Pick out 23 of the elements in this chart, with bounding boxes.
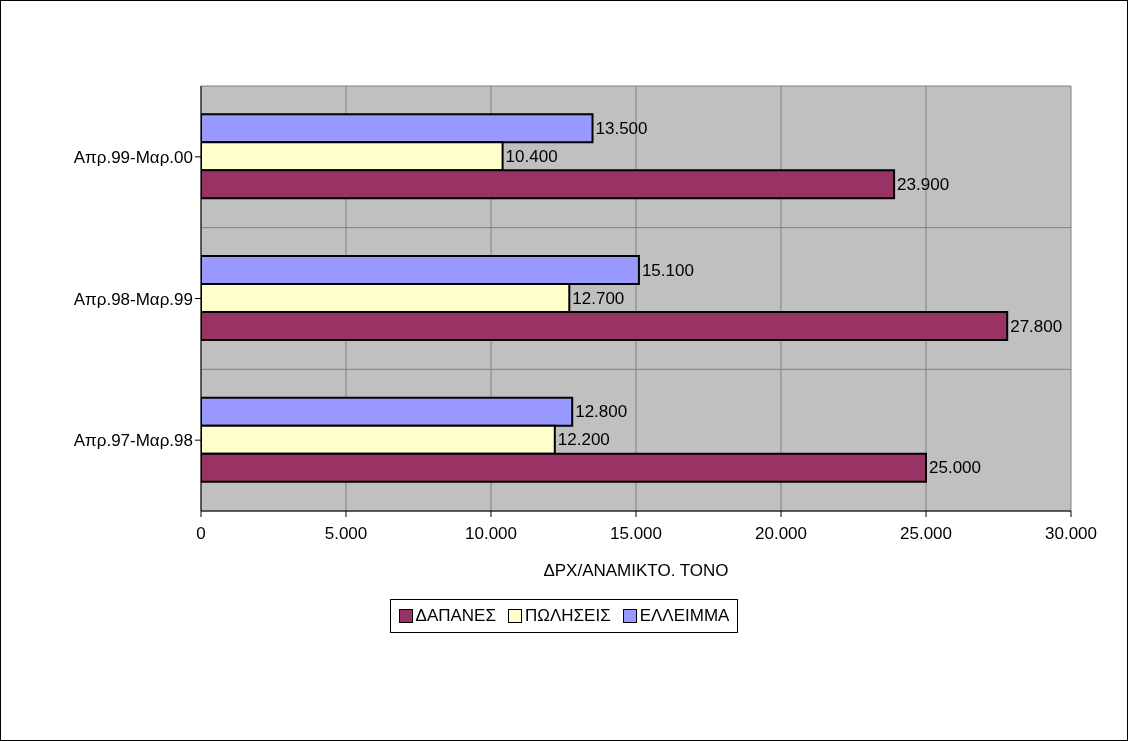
data-label: 23.900 (897, 174, 950, 194)
x-tick-label: 0 (196, 524, 206, 544)
data-label: 27.800 (1010, 316, 1063, 336)
y-tick-label: Απρ.99-Μαρ.00 (73, 147, 193, 167)
x-tick-label: 15.000 (610, 524, 662, 544)
data-label: 25.000 (929, 458, 981, 478)
data-label: 12.700 (572, 288, 625, 308)
x-axis-title: ΔΡΧ/ΑΝΑΜΙΚΤΟ. ΤΟΝΟ (543, 561, 729, 580)
y-tick-label: Απρ.98-Μαρ.99 (73, 289, 193, 309)
data-label: 15.100 (641, 260, 694, 280)
data-label: 12.800 (575, 402, 628, 422)
data-label: 10.400 (505, 146, 558, 166)
x-tick-label: 25.000 (900, 524, 952, 544)
data-label: 13.500 (595, 118, 648, 138)
x-tick-label: 5.000 (324, 524, 368, 544)
y-tick-label: Απρ.97-Μαρ.98 (73, 431, 193, 451)
legend-label: ΕΛΛΕΙΜΜΑ (638, 606, 730, 626)
legend-label: ΔΑΠΑΝΕΣ (414, 606, 496, 626)
x-tick-label: 20.000 (755, 524, 807, 544)
x-tick-label: 10.000 (465, 524, 517, 544)
data-label: 12.200 (557, 430, 610, 450)
legend-label: ΠΩΛΗΣΕΙΣ (523, 606, 611, 626)
x-tick-label: 30.000 (1045, 524, 1097, 544)
